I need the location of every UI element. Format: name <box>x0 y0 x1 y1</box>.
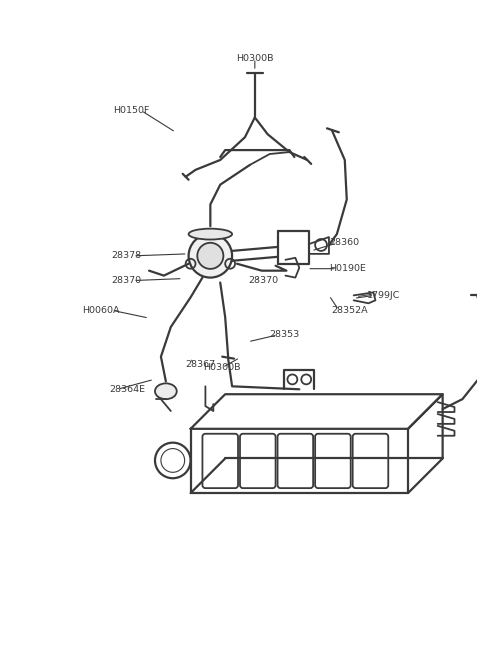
Text: 28370: 28370 <box>111 276 141 285</box>
Text: 28364E: 28364E <box>109 384 145 394</box>
Text: H0150F: H0150F <box>113 106 149 115</box>
Text: H0060A: H0060A <box>82 306 120 314</box>
Text: 28370: 28370 <box>248 276 278 285</box>
Text: 28353: 28353 <box>270 330 300 339</box>
Ellipse shape <box>189 229 232 240</box>
Ellipse shape <box>155 383 177 399</box>
Text: H0190E: H0190E <box>329 264 366 273</box>
Text: 28367: 28367 <box>186 360 216 369</box>
Text: H0300B: H0300B <box>204 363 241 372</box>
Text: 28378: 28378 <box>111 252 141 260</box>
Circle shape <box>197 243 223 269</box>
Text: 28352A: 28352A <box>331 306 368 314</box>
Circle shape <box>189 234 232 278</box>
Text: H0300B: H0300B <box>236 54 274 63</box>
Text: 28360: 28360 <box>329 238 359 248</box>
Text: 1799JC: 1799JC <box>367 291 400 300</box>
